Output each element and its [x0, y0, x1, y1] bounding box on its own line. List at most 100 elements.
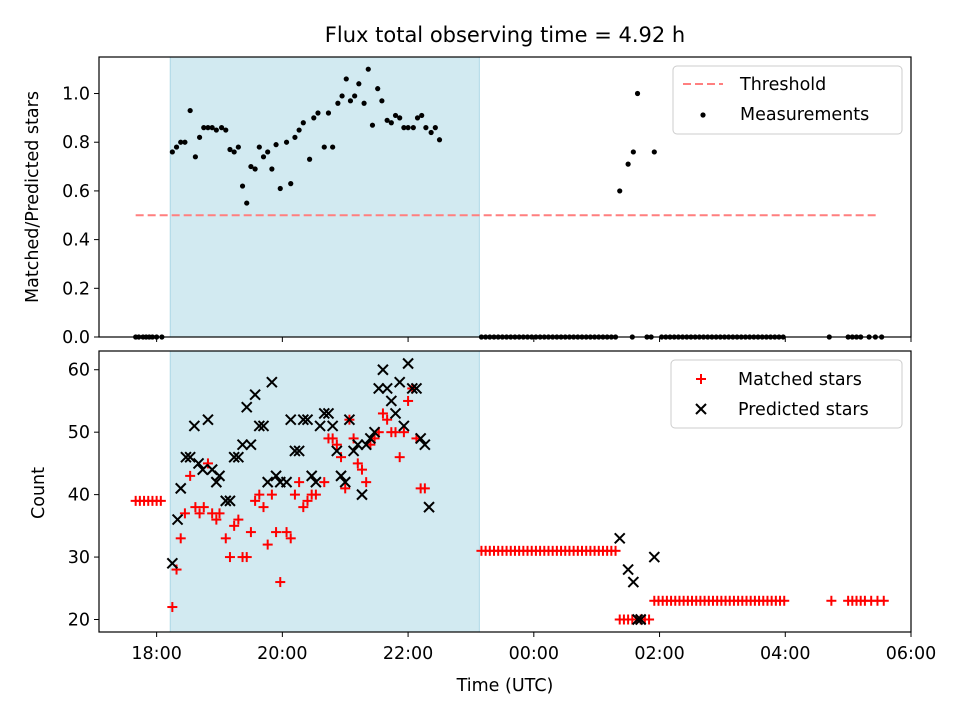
- measurement-point: [283, 139, 290, 145]
- measurement-point: [436, 137, 443, 143]
- bottom-chart: 20 30 40 50 60 18:00 20:00 22:00 00:00 02:00 04:0…: [29, 350, 936, 696]
- measurement-point: [379, 98, 385, 104]
- predicted-star-point: [261, 476, 274, 488]
- matched-star-point: [262, 539, 273, 550]
- matched-star-point: [233, 514, 244, 525]
- bottom-legend: Matched stars Predicted stars: [670, 359, 903, 429]
- matched-star-point: [377, 408, 388, 419]
- x-stroke-b: [343, 413, 356, 426]
- matched-star-point: [194, 508, 205, 519]
- measurement-point: [277, 185, 283, 192]
- matched-star-point: [211, 514, 222, 525]
- measurement-point: [330, 144, 336, 150]
- predicted-star-point: [343, 413, 356, 426]
- predicted-star-point: [414, 432, 427, 445]
- matched-star-point: [214, 508, 225, 519]
- predicted-star-point: [331, 445, 343, 457]
- predicted-star-point: [270, 470, 282, 482]
- measurement-point: [218, 125, 225, 131]
- predicted-star-point: [352, 438, 364, 451]
- measurement-point: [321, 144, 327, 150]
- chart-title: Flux total observing time = 4.92 h: [325, 23, 685, 47]
- x-tick-label: 18:00: [131, 644, 181, 664]
- measurement-point: [352, 93, 358, 99]
- measurement-point: [265, 149, 271, 155]
- x-stroke-b: [423, 501, 435, 513]
- predicted-star-point: [648, 551, 661, 563]
- x-stroke-b: [184, 451, 196, 463]
- measurement-point: [423, 125, 429, 131]
- measurement-point: [347, 98, 354, 104]
- matched-star-point: [610, 545, 621, 556]
- bottom-x-axis: 18:00 20:00 22:00 00:00 02:00 04:00 06:00: [131, 632, 936, 664]
- observing-window-span: [169, 56, 480, 338]
- measurement-point: [625, 161, 631, 167]
- measurement-point: [401, 125, 407, 131]
- top-plot-frame: [98, 56, 912, 338]
- predicted-star-point: [326, 420, 339, 432]
- matched-star-point: [271, 527, 282, 538]
- matched-star-point: [302, 495, 313, 506]
- x-stroke-b: [171, 513, 184, 526]
- predicted-star-point: [224, 495, 236, 507]
- predicted-star-point: [373, 382, 385, 395]
- top-legend: Threshold Measurements: [672, 65, 903, 135]
- predicted-star-point: [305, 470, 318, 482]
- x-stroke-b: [368, 426, 381, 438]
- measurement-point: [356, 81, 362, 87]
- matched-star-point: [878, 595, 889, 606]
- measurement-point: [201, 125, 207, 131]
- measurement-point: [365, 66, 371, 72]
- x-stroke-b: [301, 413, 314, 426]
- x-stroke-b: [236, 438, 249, 451]
- x-stroke-b: [339, 476, 351, 488]
- x-stroke-b: [331, 445, 343, 457]
- measurement-point: [239, 183, 246, 189]
- predicted-star-point: [245, 438, 257, 451]
- predicted-star-point: [232, 451, 245, 463]
- measurement-point: [311, 115, 317, 121]
- measurement-point: [325, 110, 332, 116]
- matched-star-point: [281, 527, 292, 538]
- predicted-star-point: [402, 357, 414, 370]
- measurement-point: [306, 156, 313, 162]
- x-stroke-b: [347, 445, 360, 457]
- predicted-star-point: [627, 576, 640, 588]
- matched-star-point: [319, 477, 330, 488]
- predicted-star-point: [393, 376, 406, 388]
- x-stroke-b: [318, 407, 330, 420]
- top-y-axis-label: Matched/Predicted stars: [23, 91, 43, 303]
- measurement-point: [235, 144, 241, 150]
- matched-star-point: [298, 502, 309, 513]
- x-stroke-b: [180, 451, 192, 463]
- measurement-point: [209, 125, 215, 131]
- measurement-point: [300, 120, 306, 126]
- x-stroke-b: [285, 413, 297, 426]
- x-stroke-b: [192, 457, 205, 470]
- matched-star-point: [220, 533, 231, 544]
- bottom-x-axis-label: Time (UTC): [456, 676, 554, 696]
- matched-star-point: [310, 489, 321, 500]
- matched-star-point: [403, 395, 414, 406]
- predicted-star-point: [389, 407, 402, 420]
- predicted-star-point: [166, 557, 179, 570]
- x-stroke-b: [419, 438, 431, 451]
- predicted-star-point: [631, 613, 644, 626]
- predicted-star-point: [192, 457, 205, 470]
- measurement-point: [343, 76, 349, 82]
- x-stroke-b: [197, 463, 209, 476]
- x-stroke-b: [270, 470, 282, 482]
- measurement-point: [397, 115, 403, 121]
- predicted-star-point: [368, 426, 381, 438]
- predicted-star-point: [220, 495, 232, 507]
- x-stroke-b: [202, 413, 214, 426]
- x-stroke-b: [257, 420, 270, 432]
- x-stroke-b: [305, 470, 318, 482]
- x-stroke-b: [228, 451, 240, 463]
- top-x-ticks: [156, 337, 912, 342]
- measurement-point: [187, 107, 193, 114]
- predicted-star-point: [228, 451, 240, 463]
- x-tick-label: 00:00: [509, 644, 559, 664]
- predicted-star-point: [175, 482, 187, 495]
- measurement-point: [248, 163, 254, 170]
